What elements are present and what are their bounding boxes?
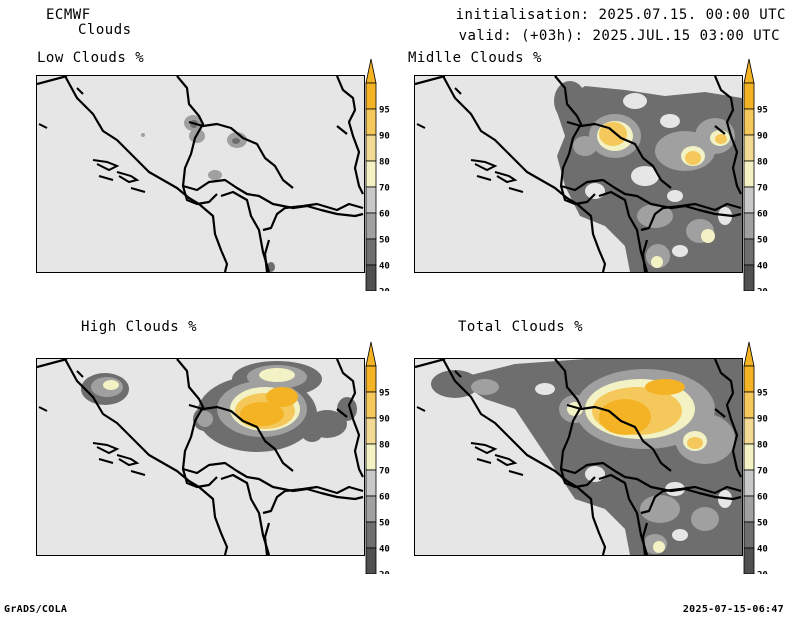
colorbar-label: 40 [379, 262, 390, 272]
colorbar-bottom-left: 95 90 80 70 60 50 40 20 [364, 340, 404, 599]
map-svg-high [37, 359, 364, 555]
colorbar-segment [365, 417, 377, 445]
colorbar-segment [743, 108, 755, 136]
colorbar-max-triangle [365, 341, 377, 367]
colorbar-segment [365, 443, 377, 471]
colorbar-segment [365, 160, 377, 188]
colorbar-label: 60 [379, 210, 390, 220]
colorbar-label: 70 [379, 467, 390, 477]
map-svg-middle [415, 76, 742, 272]
panel-title-total: Total Clouds % [458, 319, 584, 335]
colorbar-svg: 95 90 80 70 60 50 40 20 [365, 58, 390, 316]
map-svg-total [415, 359, 742, 555]
panel-title-low: Low Clouds % [37, 50, 145, 66]
colorbar-segment [743, 547, 755, 575]
colorbar-segment [743, 495, 755, 523]
colorbar-label: 20 [757, 288, 768, 292]
colorbar-segment [365, 82, 377, 110]
colorbar-label: 70 [757, 467, 768, 477]
colorbar-label: 95 [379, 106, 390, 116]
colorbar-label: 40 [757, 262, 768, 272]
colorbar-segment [365, 264, 377, 292]
colorbar-bottom-right: 95 90 80 70 60 50 40 20 [742, 340, 782, 599]
colorbar-segment [743, 212, 755, 240]
colorbar-label: 80 [379, 158, 390, 168]
colorbar-segment [743, 82, 755, 110]
colorbar-label: 20 [757, 571, 768, 575]
colorbar-label: 40 [379, 545, 390, 555]
colorbar-label: 50 [379, 236, 390, 246]
footer-timestamp: 2025-07-15-06:47 [682, 604, 784, 615]
panel-title-high: High Clouds % [81, 319, 198, 335]
colorbar-segment [743, 391, 755, 419]
colorbar-label: 60 [757, 493, 768, 503]
colorbar-segment [743, 521, 755, 549]
colorbar-label: 40 [757, 545, 768, 555]
map-svg-low [37, 76, 364, 272]
colorbar-label: 80 [757, 158, 768, 168]
colorbar-segment [365, 469, 377, 497]
colorbar-segment [365, 365, 377, 393]
colorbar-svg: 95 90 80 70 60 50 40 20 [743, 58, 768, 316]
footer-software: GrADS/COLA [4, 604, 68, 615]
colorbar-segment [743, 264, 755, 292]
colorbar-segment [743, 160, 755, 188]
map-panel-total [414, 358, 743, 556]
colorbar-label: 60 [379, 493, 390, 503]
colorbar-svg: 95 90 80 70 60 50 40 20 [365, 341, 390, 599]
panel-title-middle: Midlle Clouds % [408, 50, 542, 66]
colorbar-label: 20 [379, 288, 390, 292]
colorbar-segment [365, 108, 377, 136]
colorbar-max-triangle [743, 58, 755, 84]
map-panel-high [36, 358, 365, 556]
colorbar-segment [365, 547, 377, 575]
colorbar-label: 95 [757, 106, 768, 116]
colorbar-segment [365, 391, 377, 419]
colorbar-label: 95 [379, 389, 390, 399]
colorbar-label: 90 [757, 415, 768, 425]
colorbar-label: 95 [757, 389, 768, 399]
map-panel-middle [414, 75, 743, 273]
colorbar-max-triangle [743, 341, 755, 367]
colorbar-segment [743, 417, 755, 445]
colorbar-label: 80 [379, 441, 390, 451]
colorbar-segment [365, 495, 377, 523]
colorbar-segment [365, 186, 377, 214]
colorbar-segment [365, 521, 377, 549]
colorbar-segment [743, 365, 755, 393]
colorbar-svg: 95 90 80 70 60 50 40 20 [743, 341, 768, 599]
colorbar-top-right: 95 90 80 70 60 50 40 20 [742, 57, 782, 316]
product-label: Clouds [78, 22, 132, 38]
valid-time: valid: (+03h): 2025.JUL.15 03:00 UTC [458, 28, 780, 44]
colorbar-segment [365, 238, 377, 266]
colorbar-segment [743, 238, 755, 266]
colorbar-label: 70 [379, 184, 390, 194]
colorbar-segment [743, 443, 755, 471]
colorbar-label: 90 [757, 132, 768, 142]
colorbar-segment [743, 186, 755, 214]
model-label: ECMWF [46, 7, 91, 23]
colorbar-label: 50 [757, 519, 768, 529]
colorbar-segment [365, 134, 377, 162]
colorbar-label: 50 [379, 519, 390, 529]
colorbar-segment [365, 212, 377, 240]
colorbar-segment [743, 469, 755, 497]
map-panel-low [36, 75, 365, 273]
colorbar-top-left: 95 90 80 70 60 50 40 20 [364, 57, 404, 316]
colorbar-label: 70 [757, 184, 768, 194]
colorbar-label: 50 [757, 236, 768, 246]
colorbar-label: 60 [757, 210, 768, 220]
colorbar-max-triangle [365, 58, 377, 84]
colorbar-label: 20 [379, 571, 390, 575]
colorbar-segment [743, 134, 755, 162]
colorbar-label: 80 [757, 441, 768, 451]
colorbar-label: 90 [379, 415, 390, 425]
init-time: initialisation: 2025.07.15. 00:00 UTC [455, 7, 786, 23]
colorbar-label: 90 [379, 132, 390, 142]
